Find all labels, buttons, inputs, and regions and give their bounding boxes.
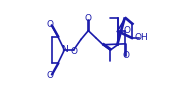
Text: O: O: [47, 71, 54, 80]
Text: OH: OH: [135, 33, 148, 42]
Text: O: O: [47, 20, 54, 29]
Text: O: O: [84, 14, 91, 23]
Text: O: O: [123, 26, 130, 35]
Text: O: O: [122, 51, 129, 60]
Text: N: N: [61, 46, 68, 54]
Text: O: O: [71, 48, 78, 56]
